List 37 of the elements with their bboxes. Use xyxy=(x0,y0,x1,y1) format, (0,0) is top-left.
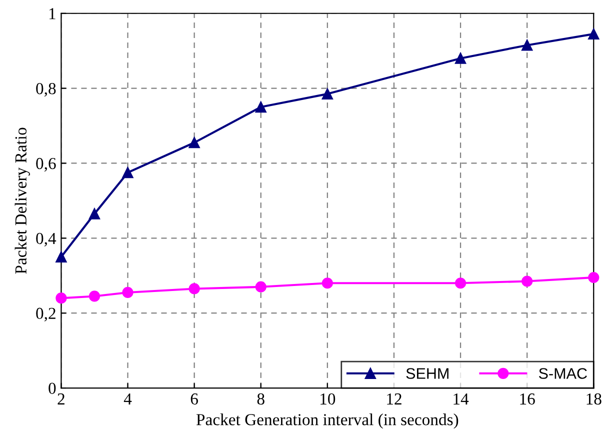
point xyxy=(255,101,266,113)
point xyxy=(122,286,134,298)
point xyxy=(88,290,100,302)
point xyxy=(322,88,333,100)
y-axis-title: Packet Delivery Ratio xyxy=(14,128,30,274)
x-tick-label: 16 xyxy=(520,393,535,405)
y-tick-label: 0,6 xyxy=(36,158,56,172)
x-tick-label: 8 xyxy=(257,393,264,405)
point xyxy=(588,272,600,284)
y-tick-label: 1 xyxy=(49,8,56,20)
x-tick-label: 6 xyxy=(190,393,198,405)
point xyxy=(454,278,466,289)
point xyxy=(188,137,200,148)
x-tick-label: 12 xyxy=(387,393,402,404)
point xyxy=(522,40,533,51)
y-tick-label: 0,8 xyxy=(36,83,56,97)
point xyxy=(454,52,466,64)
point xyxy=(322,278,333,289)
point xyxy=(255,281,266,292)
point xyxy=(522,276,533,287)
x-tick-label: 2 xyxy=(58,393,64,404)
point xyxy=(588,28,600,40)
legend-label: SEHM xyxy=(406,368,448,379)
point xyxy=(56,292,67,304)
x-tick-label: 10 xyxy=(320,393,336,405)
point xyxy=(188,283,200,294)
y-tick-label: 0,4 xyxy=(36,232,56,247)
y-tick-label: 0,2 xyxy=(36,308,56,322)
point xyxy=(56,251,67,262)
legend-label: S-MAC xyxy=(538,368,587,379)
x-tick-label: 18 xyxy=(586,393,602,405)
y-tick-label: 0 xyxy=(48,382,56,394)
x-tick-label: 4 xyxy=(124,393,132,404)
point xyxy=(122,167,134,178)
point xyxy=(88,208,100,220)
x-axis-title: Packet Generation interval (in seconds) xyxy=(196,414,458,429)
x-tick-label: 14 xyxy=(454,393,469,404)
